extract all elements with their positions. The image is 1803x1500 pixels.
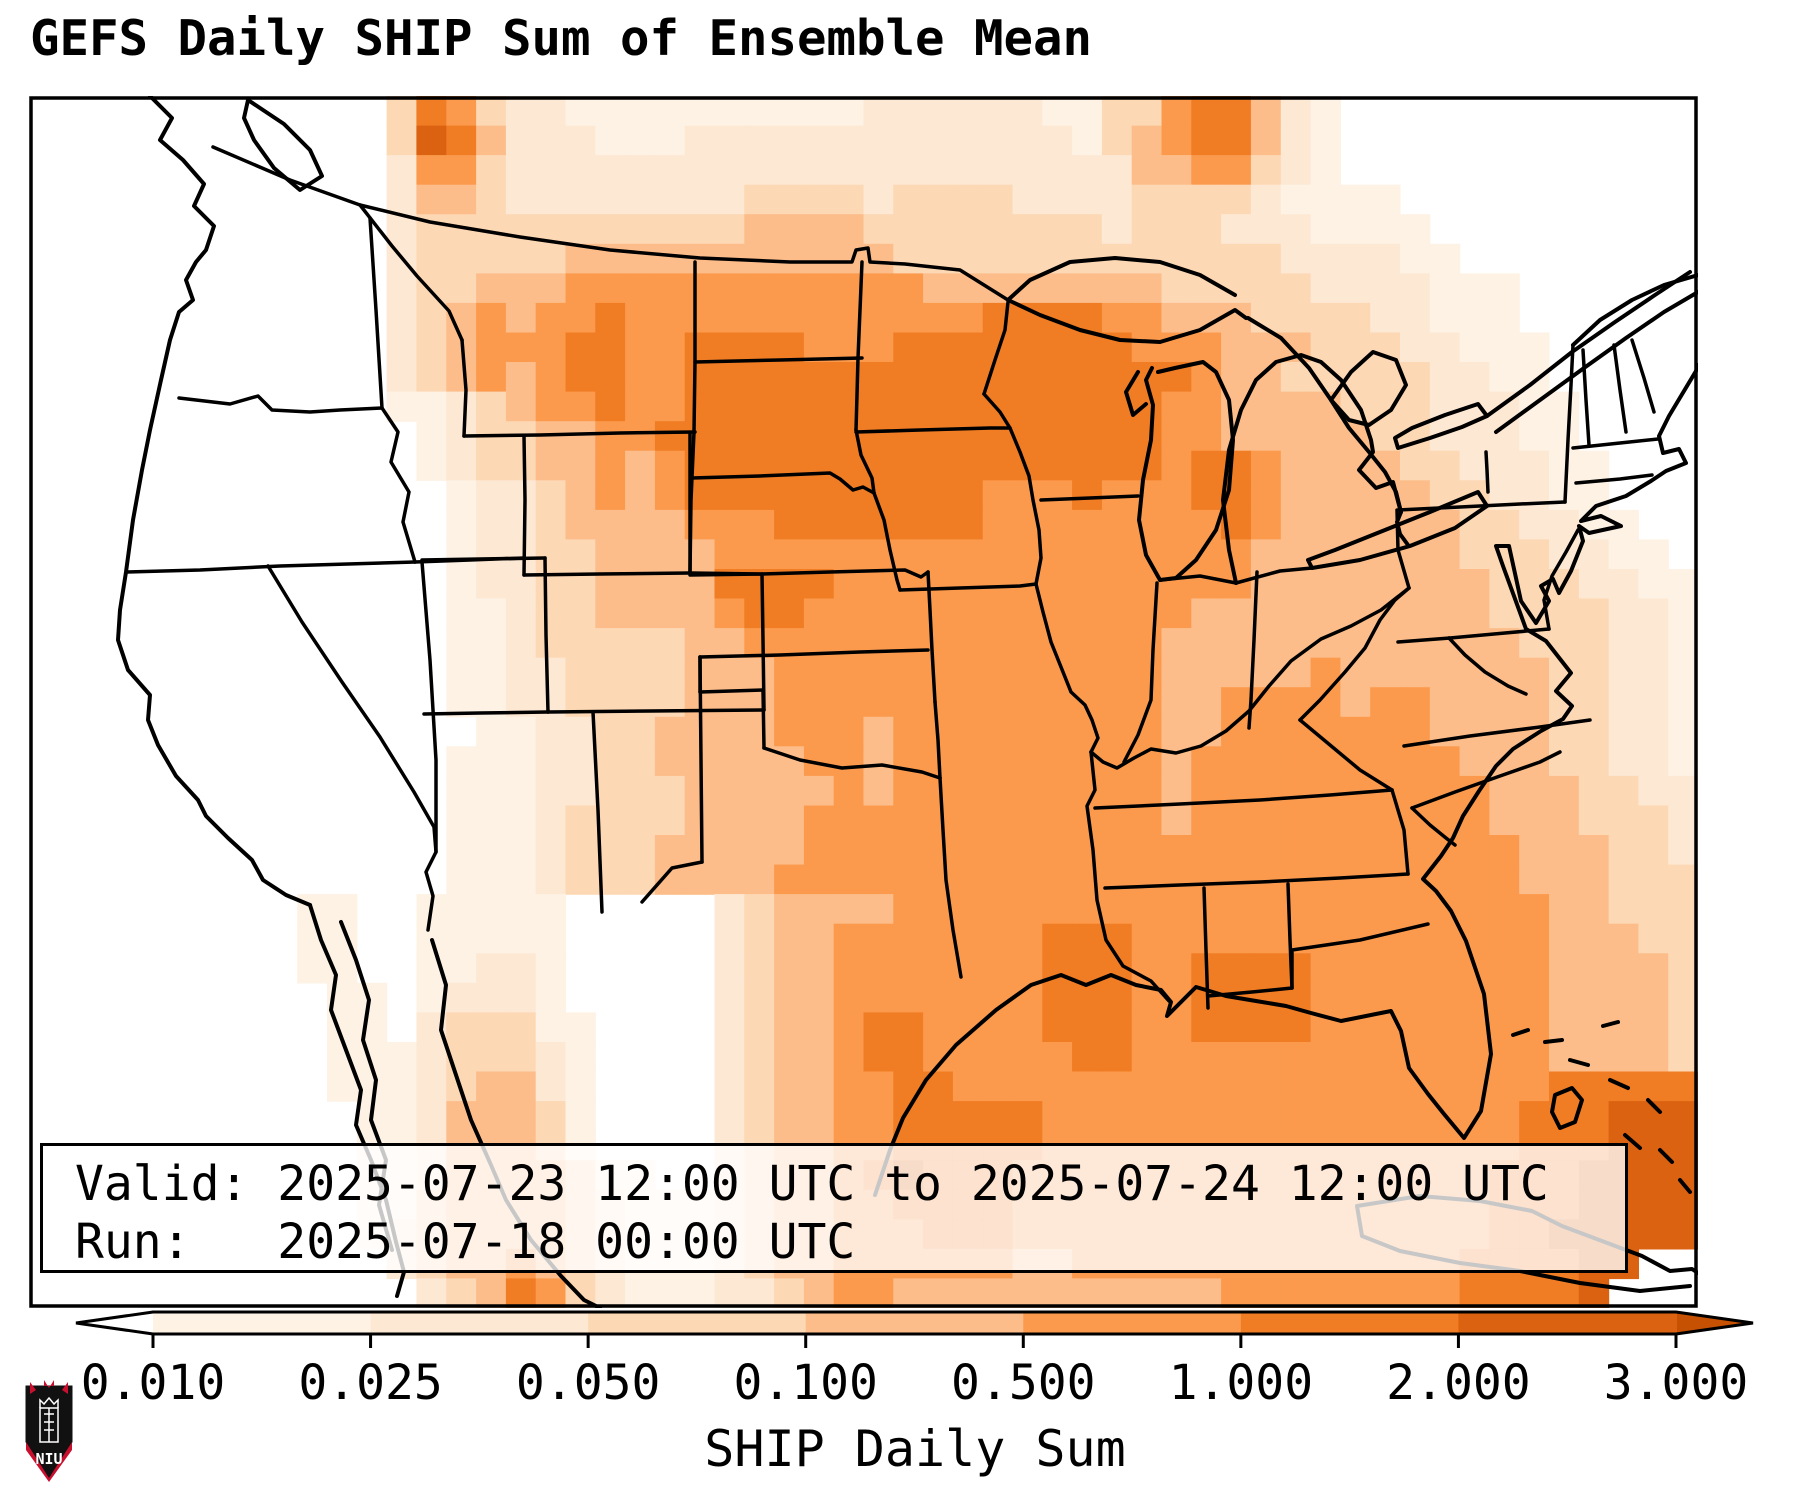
colorbar-ticks [151, 1334, 1678, 1348]
us-map [29, 94, 1700, 1310]
colorbar-segments [76, 1312, 1753, 1334]
map-frame [29, 96, 1698, 1308]
chart-title: GEFS Daily SHIP Sum of Ensemble Mean [30, 10, 1093, 67]
niu-logo: NIU [25, 1380, 73, 1482]
run-time: Run: 2025-07-18 00:00 UTC [75, 1214, 856, 1270]
colorbar [75, 1310, 1754, 1348]
coastline-and-borders [116, 94, 1700, 1310]
projection-clip-corner [1620, 1262, 1698, 1308]
colorbar-tick-label: 3.000 [1603, 1355, 1749, 1411]
heatmap-cells [297, 96, 1699, 1309]
map-panel [29, 94, 1700, 1310]
colorbar-tick-label: 0.100 [733, 1355, 878, 1411]
niu-logo-text: NIU [35, 1450, 62, 1468]
colorbar-tick-label: 2.000 [1386, 1355, 1531, 1411]
colorbar-tick-label: 0.500 [951, 1355, 1096, 1411]
colorbar-tick-label: 0.050 [515, 1355, 661, 1411]
colorbar-label: SHIP Daily Sum [704, 1420, 1126, 1478]
colorbar-tick-label: 0.010 [80, 1355, 226, 1411]
colorbar-tick-label: 0.025 [298, 1355, 443, 1411]
valid-time: Valid: 2025-07-23 12:00 UTC to 2025-07-2… [75, 1156, 1549, 1212]
info-box: Valid: 2025-07-23 12:00 UTC to 2025-07-2… [40, 1143, 1628, 1273]
colorbar-tick-label: 1.000 [1168, 1355, 1314, 1411]
